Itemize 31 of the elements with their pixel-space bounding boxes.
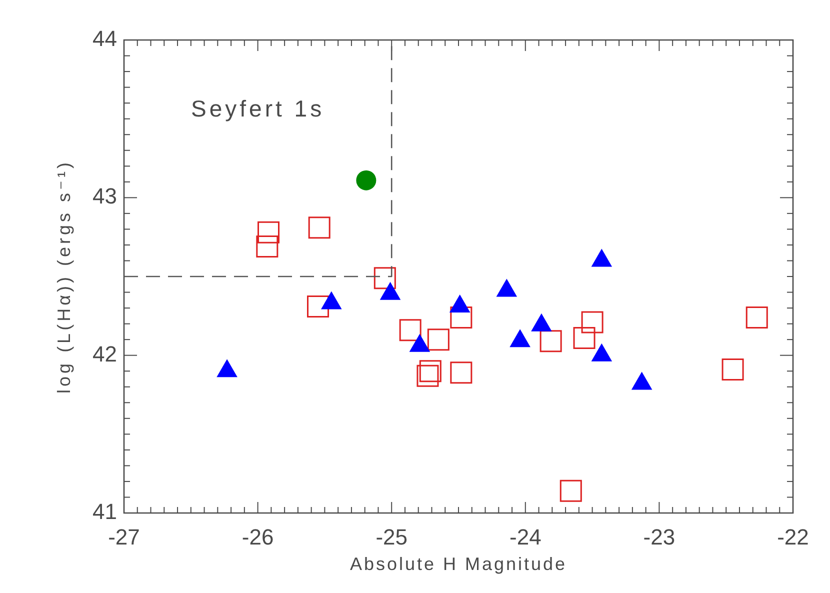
y-tick-label: 41	[92, 499, 117, 524]
point	[581, 311, 604, 334]
x-axis-title: Absolute H Magnitude	[350, 554, 568, 574]
point	[356, 170, 376, 190]
annotation: Seyfert 1s	[191, 95, 325, 122]
point	[419, 360, 442, 382]
point	[374, 267, 396, 290]
x-tick-label: -22	[777, 524, 809, 550]
point	[746, 306, 768, 328]
point	[573, 326, 596, 349]
x-tick-label: -24	[510, 524, 542, 550]
y-tick-label: 43	[92, 184, 117, 209]
point	[258, 221, 280, 244]
x-tick-label: -27	[108, 524, 140, 550]
point	[399, 319, 422, 342]
point	[307, 295, 330, 318]
point	[256, 236, 278, 258]
y-tick-label: 42	[92, 341, 117, 366]
point	[722, 358, 744, 381]
point	[416, 364, 439, 387]
x-tick-label: -26	[242, 524, 274, 550]
point	[540, 330, 562, 352]
y-axis-title: log (L(Hα)) (ergs s⁻¹)	[54, 160, 74, 394]
point	[450, 306, 472, 328]
point	[450, 362, 472, 384]
point	[308, 216, 330, 239]
point	[427, 328, 450, 351]
point	[560, 480, 582, 502]
y-tick-label: 44	[92, 26, 117, 52]
x-tick-label: -23	[643, 524, 676, 550]
x-tick-label: -25	[376, 524, 408, 550]
